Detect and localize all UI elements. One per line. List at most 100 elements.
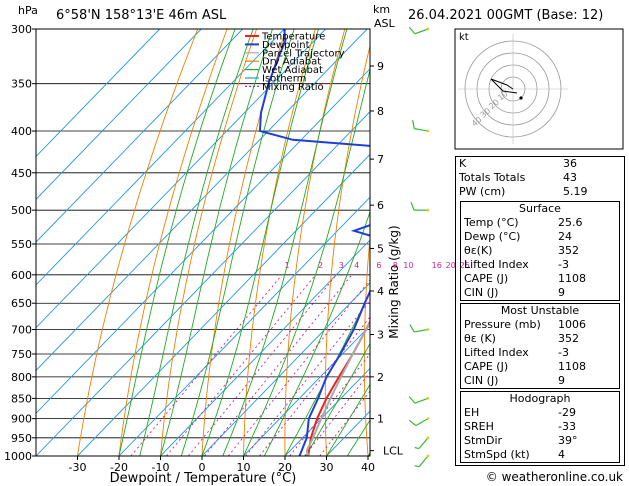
index-row: PW (cm) 5.19 bbox=[456, 185, 624, 199]
wind-barb-dot bbox=[426, 417, 430, 421]
wet-adiabat-line bbox=[305, 342, 370, 456]
most-unstable-row: CIN (J) 9 bbox=[461, 374, 619, 388]
x-axis-title: Dewpoint / Temperature (°C) bbox=[110, 471, 297, 486]
isotherm-line bbox=[243, 324, 370, 456]
series-parcel-trajectory bbox=[305, 320, 370, 456]
wind-barb bbox=[414, 436, 430, 450]
wind-barb bbox=[408, 417, 430, 427]
km-tick-label: 6 bbox=[377, 199, 384, 212]
hodograph-index-key: SREH bbox=[464, 420, 494, 433]
most-unstable-key: CIN (J) bbox=[464, 374, 499, 387]
most-unstable-value: 1108 bbox=[558, 360, 586, 373]
mixing-ratio-line bbox=[245, 299, 370, 456]
mixing-ratio-line bbox=[166, 274, 317, 456]
hodograph-index-value: 39° bbox=[558, 434, 578, 447]
legend-label: Dewpoint bbox=[262, 40, 310, 51]
isotherm-line bbox=[36, 29, 202, 200]
surface-value: 24 bbox=[558, 230, 572, 243]
hodograph-index-row: StmDir 39° bbox=[461, 434, 619, 448]
legend-label: Isotherm bbox=[262, 74, 306, 85]
surface-key: Dewp (°C) bbox=[464, 230, 521, 243]
mixing-ratio-label: 2 bbox=[318, 261, 323, 270]
wind-barb bbox=[408, 396, 430, 404]
surface-section: Surface Temp (°C) 25.6 Dewp (°C) 24 θε(K) 352… bbox=[460, 201, 620, 301]
dry-adiabat-line bbox=[160, 29, 258, 456]
surface-key: Temp (°C) bbox=[464, 216, 519, 229]
pressure-unit-label: hPa bbox=[18, 4, 38, 17]
wind-barb-half bbox=[414, 465, 420, 468]
x-tick-label: 40 bbox=[361, 461, 375, 474]
wet-adiabat-line bbox=[118, 29, 236, 456]
surface-key: CIN (J) bbox=[464, 286, 499, 299]
hodograph-index-key: EH bbox=[464, 406, 480, 419]
dry-adiabat-line bbox=[284, 29, 346, 456]
hodograph-index-row: SREH -33 bbox=[461, 420, 619, 434]
most-unstable-title: Most Unstable bbox=[500, 304, 580, 317]
location-title: 6°58'N 158°13'E 46m ASL bbox=[56, 8, 227, 23]
wind-barb bbox=[410, 201, 430, 212]
wind-barb bbox=[414, 454, 430, 468]
pressure-tick-label: 1000 bbox=[4, 450, 32, 463]
isotherm-line bbox=[36, 29, 368, 372]
indices-table: K 36 Totals Totals 43 PW (cm) 5.19 Surface Te… bbox=[455, 156, 625, 466]
x-tick-label: -20 bbox=[110, 461, 128, 474]
legend-label: Parcel Trajectory bbox=[262, 48, 345, 59]
pressure-tick-label: 350 bbox=[11, 78, 32, 91]
x-tick-label: 0 bbox=[199, 461, 206, 474]
wind-barb-dot bbox=[426, 454, 430, 458]
isotherm-line bbox=[201, 282, 370, 456]
wet-adiabat-line bbox=[180, 29, 295, 456]
mixing-ratio-label: 1 bbox=[285, 261, 290, 270]
wind-barb-dot bbox=[426, 208, 430, 212]
wind-barb-flag bbox=[408, 396, 416, 404]
pressure-tick-label: 500 bbox=[11, 204, 32, 217]
wind-barb-dot bbox=[426, 27, 430, 31]
isotherm-line bbox=[36, 29, 285, 286]
most-unstable-row: Pressure (mb) 1006 bbox=[461, 318, 619, 332]
most-unstable-row: θε (K) 352 bbox=[461, 332, 619, 346]
wind-barb-dot bbox=[426, 396, 430, 400]
index-value: 36 bbox=[563, 157, 577, 170]
mixing-ratio-label: 25 bbox=[460, 261, 470, 270]
wind-barb bbox=[412, 120, 430, 133]
hodograph-unit: kt bbox=[459, 32, 469, 43]
km-tick-label: 3 bbox=[377, 329, 384, 342]
wind-barb-dot bbox=[426, 129, 430, 133]
isotherm-line bbox=[36, 111, 370, 456]
pressure-tick-label: 850 bbox=[11, 392, 32, 405]
hodograph-section: Hodograph EH -29 SREH -33 StmDir 39° StmSpd (k… bbox=[460, 391, 620, 463]
km-tick-label: 4 bbox=[377, 285, 384, 298]
x-tick-label: 10 bbox=[237, 461, 251, 474]
series-temperature bbox=[307, 319, 370, 456]
surface-key: Lifted Index bbox=[464, 258, 529, 271]
pressure-tick-label: 550 bbox=[11, 238, 32, 251]
x-tick-label: -10 bbox=[152, 461, 170, 474]
wind-barb-shaft bbox=[415, 418, 429, 427]
pressure-tick-label: 800 bbox=[11, 371, 32, 384]
most-unstable-value: 352 bbox=[558, 332, 579, 345]
isotherm-line bbox=[160, 239, 370, 456]
indices-top: K 36 Totals Totals 43 PW (cm) 5.19 bbox=[456, 157, 624, 199]
wind-barb-shaft bbox=[418, 455, 429, 468]
wind-barb-shaft bbox=[414, 28, 429, 35]
legend-label: Mixing Ratio bbox=[262, 82, 324, 93]
surface-row: CIN (J) 9 bbox=[461, 286, 619, 300]
most-unstable-value: 9 bbox=[558, 374, 565, 387]
wind-barb bbox=[409, 324, 430, 333]
most-unstable-value: -3 bbox=[558, 346, 569, 359]
index-row: K 36 bbox=[456, 157, 624, 171]
surface-key: CAPE (J) bbox=[464, 272, 509, 285]
hodograph-index-value: -29 bbox=[558, 406, 576, 419]
isotherm-line bbox=[36, 68, 370, 414]
surface-row: Temp (°C) 25.6 bbox=[461, 216, 619, 230]
mixing-ratio-labels: 1 2 3 4 6 8 10 16 20 25 bbox=[285, 261, 470, 270]
storm-motion-dot bbox=[519, 96, 523, 100]
most-unstable-key: CAPE (J) bbox=[464, 360, 509, 373]
mixing-ratio-line bbox=[259, 316, 370, 456]
mixing-ratio-label: 6 bbox=[376, 261, 381, 270]
surface-row: Dewp (°C) 24 bbox=[461, 230, 619, 244]
dry-adiabat-line bbox=[201, 29, 287, 456]
surface-value: 1108 bbox=[558, 272, 586, 285]
